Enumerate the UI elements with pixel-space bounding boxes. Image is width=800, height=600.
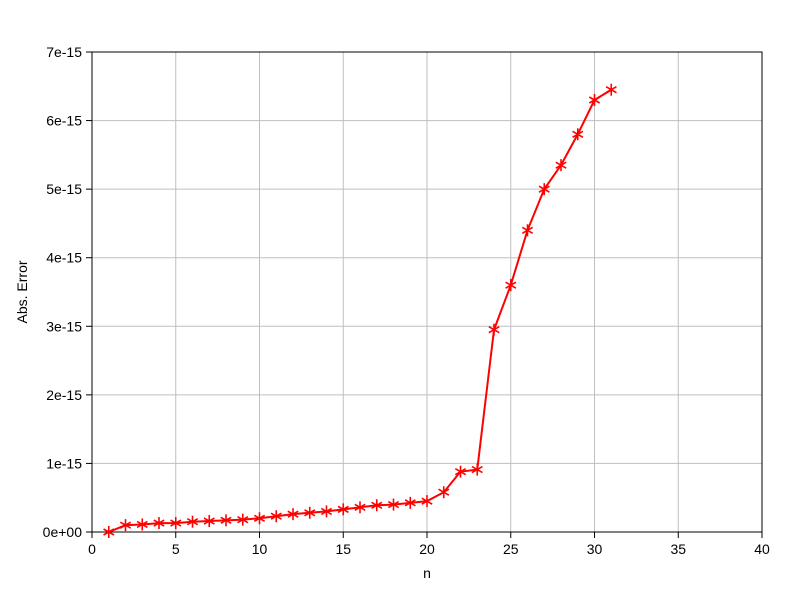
x-tick-label: 30 — [587, 541, 603, 557]
y-tick-label: 7e-15 — [46, 44, 82, 60]
x-tick-label: 5 — [172, 541, 180, 557]
chart-svg: 0 5 10 15 20 25 30 35 40 0e+00 1e-15 2e-15 3e-15 4e-1… — [0, 0, 800, 600]
y-tick-label: 6e-15 — [46, 113, 82, 129]
y-tick-label: 0e+00 — [43, 524, 83, 540]
x-tick-label: 0 — [88, 541, 96, 557]
x-tick-label: 20 — [419, 541, 435, 557]
x-axis-label: n — [423, 565, 431, 581]
x-tick-label: 25 — [503, 541, 519, 557]
y-tick-label: 5e-15 — [46, 181, 82, 197]
y-tick-label: 2e-15 — [46, 387, 82, 403]
x-tick-label: 35 — [670, 541, 686, 557]
line-chart: 0 5 10 15 20 25 30 35 40 0e+00 1e-15 2e-15 3e-15 4e-1… — [0, 0, 800, 600]
x-tick-label: 10 — [252, 541, 268, 557]
x-tick-label: 40 — [754, 541, 770, 557]
y-tick-label: 3e-15 — [46, 318, 82, 334]
x-tick-label: 15 — [335, 541, 351, 557]
y-axis-label: Abs. Error — [14, 260, 30, 323]
y-tick-label: 4e-15 — [46, 250, 82, 266]
chart-background — [0, 0, 800, 600]
y-tick-label: 1e-15 — [46, 455, 82, 471]
